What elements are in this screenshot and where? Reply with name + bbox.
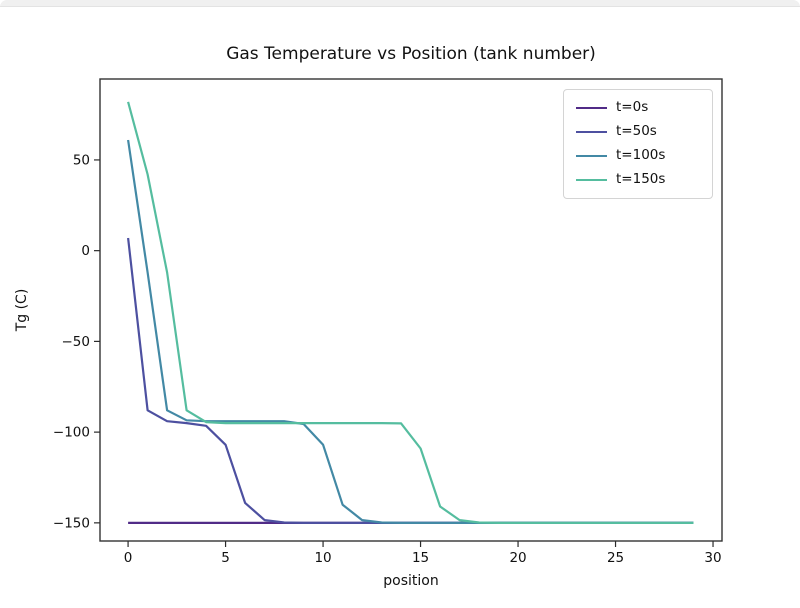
legend-item-t=50s: t=50s	[576, 120, 704, 144]
legend-label: t=100s	[616, 147, 666, 164]
y-tick-label: 50	[73, 152, 90, 168]
figure: 0 5 10 15 20 25 30 50 0 −50 −100 −150 Gas Temperatu…	[0, 7, 800, 601]
legend-label: t=150s	[616, 171, 666, 188]
x-tick-label: 25	[607, 550, 624, 566]
legend: t=0s t=50s t=100s t=150s	[563, 89, 713, 199]
legend-item-t=100s: t=100s	[576, 144, 704, 168]
legend-item-t=0s: t=0s	[576, 96, 704, 120]
x-tick-label: 20	[509, 550, 526, 566]
x-tick-label: 15	[412, 550, 429, 566]
x-tick-label: 5	[221, 550, 230, 566]
y-tick-label: −100	[53, 425, 90, 441]
legend-line-swatch	[576, 107, 607, 109]
series-line-t=150s	[127, 101, 694, 525]
legend-item-t=150s: t=150s	[576, 168, 704, 192]
axes-frame	[99, 78, 723, 542]
y-tick-label: −50	[62, 334, 91, 350]
window-top-edge	[0, 0, 800, 7]
legend-label: t=50s	[616, 123, 657, 140]
y-tick-label: 0	[81, 243, 90, 259]
y-axis-label: Tg (C)	[14, 288, 30, 332]
chart-title: Gas Temperature vs Position (tank number…	[226, 44, 596, 64]
x-axis-label: position	[383, 573, 439, 589]
legend-line-swatch	[576, 179, 607, 181]
legend-line-swatch	[576, 131, 607, 133]
y-tick-label: −150	[53, 515, 90, 531]
legend-line-swatch	[576, 155, 607, 157]
series-line-t=50s	[127, 237, 694, 525]
legend-label: t=0s	[616, 99, 649, 116]
x-tick-label: 10	[314, 550, 331, 566]
x-tick-label: 0	[124, 550, 133, 566]
x-tick-label: 30	[704, 550, 721, 566]
chart-canvas: 0 5 10 15 20 25 30 50 0 −50 −100 −150	[53, 78, 723, 566]
